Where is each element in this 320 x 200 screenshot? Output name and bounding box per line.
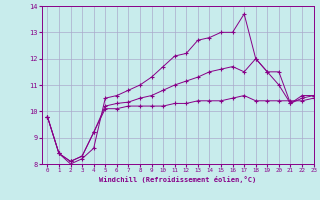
X-axis label: Windchill (Refroidissement éolien,°C): Windchill (Refroidissement éolien,°C) — [99, 176, 256, 183]
